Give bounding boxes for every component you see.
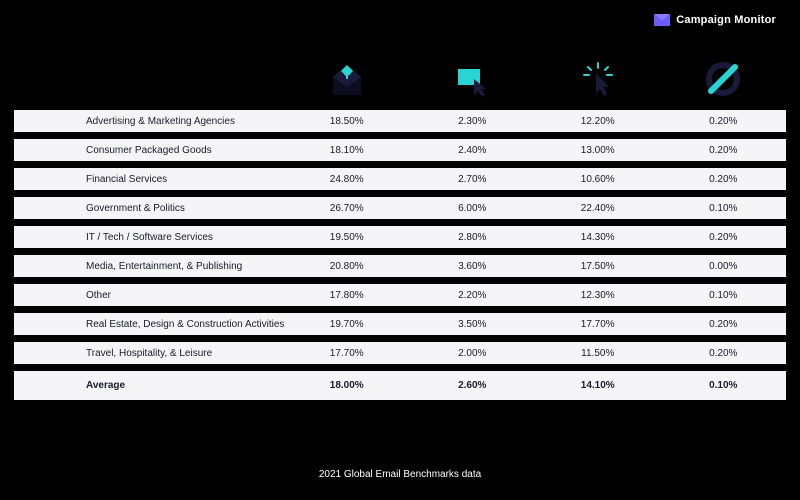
- cell-metric: 24.80%: [284, 174, 410, 185]
- table-row: Advertising & Marketing Agencies18.50%2.…: [14, 110, 786, 139]
- click-through-icon: [452, 59, 492, 99]
- cell-industry: Government & Politics: [14, 203, 284, 214]
- cell-metric: 18.10%: [284, 145, 410, 156]
- cell-metric: 2.40%: [410, 145, 536, 156]
- table-header: [14, 48, 786, 110]
- cell-metric: 2.30%: [410, 116, 536, 127]
- cell-metric: 0.20%: [661, 319, 787, 330]
- cell-metric: 19.70%: [284, 319, 410, 330]
- cell-metric: 3.50%: [410, 319, 536, 330]
- cell-metric: 2.20%: [410, 290, 536, 301]
- cell-metric: 18.00%: [284, 380, 410, 391]
- unsubscribe-icon: [703, 59, 743, 99]
- click-to-open-icon: [578, 59, 618, 99]
- cell-metric: 2.60%: [410, 380, 536, 391]
- cell-industry: Real Estate, Design & Construction Activ…: [14, 319, 284, 330]
- cell-metric: 0.10%: [661, 290, 787, 301]
- cell-metric: 18.50%: [284, 116, 410, 127]
- benchmarks-table: Advertising & Marketing Agencies18.50%2.…: [0, 48, 800, 400]
- cell-metric: 6.00%: [410, 203, 536, 214]
- campaign-monitor-icon: [654, 14, 670, 26]
- cell-industry: Consumer Packaged Goods: [14, 145, 284, 156]
- cell-metric: 12.20%: [535, 116, 661, 127]
- cell-metric: 17.50%: [535, 261, 661, 272]
- cell-metric: 0.20%: [661, 348, 787, 359]
- cell-industry: Average: [14, 380, 284, 391]
- cell-metric: 14.10%: [535, 380, 661, 391]
- table-row: Media, Entertainment, & Publishing20.80%…: [14, 255, 786, 284]
- header-click-through: [410, 59, 536, 99]
- cell-metric: 2.00%: [410, 348, 536, 359]
- cell-metric: 14.30%: [535, 232, 661, 243]
- cell-metric: 17.80%: [284, 290, 410, 301]
- brand-logo: Campaign Monitor: [654, 14, 776, 26]
- cell-metric: 10.60%: [535, 174, 661, 185]
- cell-industry: Media, Entertainment, & Publishing: [14, 261, 284, 272]
- cell-metric: 17.70%: [535, 319, 661, 330]
- cell-metric: 26.70%: [284, 203, 410, 214]
- cell-metric: 0.00%: [661, 261, 787, 272]
- header-open-rate: [284, 59, 410, 99]
- header-unsubscribe: [661, 59, 787, 99]
- cell-metric: 22.40%: [535, 203, 661, 214]
- table-row: Travel, Hospitality, & Leisure17.70%2.00…: [14, 342, 786, 371]
- cell-metric: 2.80%: [410, 232, 536, 243]
- brand-name: Campaign Monitor: [676, 14, 776, 26]
- cell-metric: 11.50%: [535, 348, 661, 359]
- open-envelope-icon: [327, 59, 367, 99]
- cell-industry: Advertising & Marketing Agencies: [14, 116, 284, 127]
- cell-metric: 3.60%: [410, 261, 536, 272]
- cell-industry: Travel, Hospitality, & Leisure: [14, 348, 284, 359]
- table-row: Financial Services24.80%2.70%10.60%0.20%: [14, 168, 786, 197]
- header-click-to-open: [535, 59, 661, 99]
- table-row: IT / Tech / Software Services19.50%2.80%…: [14, 226, 786, 255]
- cell-metric: 0.10%: [661, 203, 787, 214]
- table-row: Government & Politics26.70%6.00%22.40%0.…: [14, 197, 786, 226]
- cell-metric: 12.30%: [535, 290, 661, 301]
- footer-note: 2021 Global Email Benchmarks data: [0, 469, 800, 480]
- cell-metric: 0.20%: [661, 116, 787, 127]
- table-row: Consumer Packaged Goods18.10%2.40%13.00%…: [14, 139, 786, 168]
- table-row-average: Average18.00%2.60%14.10%0.10%: [14, 371, 786, 400]
- cell-metric: 13.00%: [535, 145, 661, 156]
- table-row: Real Estate, Design & Construction Activ…: [14, 313, 786, 342]
- cell-metric: 0.20%: [661, 145, 787, 156]
- cell-metric: 0.10%: [661, 380, 787, 391]
- cell-metric: 2.70%: [410, 174, 536, 185]
- cell-industry: IT / Tech / Software Services: [14, 232, 284, 243]
- cell-metric: 17.70%: [284, 348, 410, 359]
- cell-industry: Financial Services: [14, 174, 284, 185]
- cell-metric: 20.80%: [284, 261, 410, 272]
- cell-metric: 19.50%: [284, 232, 410, 243]
- cell-metric: 0.20%: [661, 232, 787, 243]
- table-row: Other17.80%2.20%12.30%0.10%: [14, 284, 786, 313]
- cell-industry: Other: [14, 290, 284, 301]
- cell-metric: 0.20%: [661, 174, 787, 185]
